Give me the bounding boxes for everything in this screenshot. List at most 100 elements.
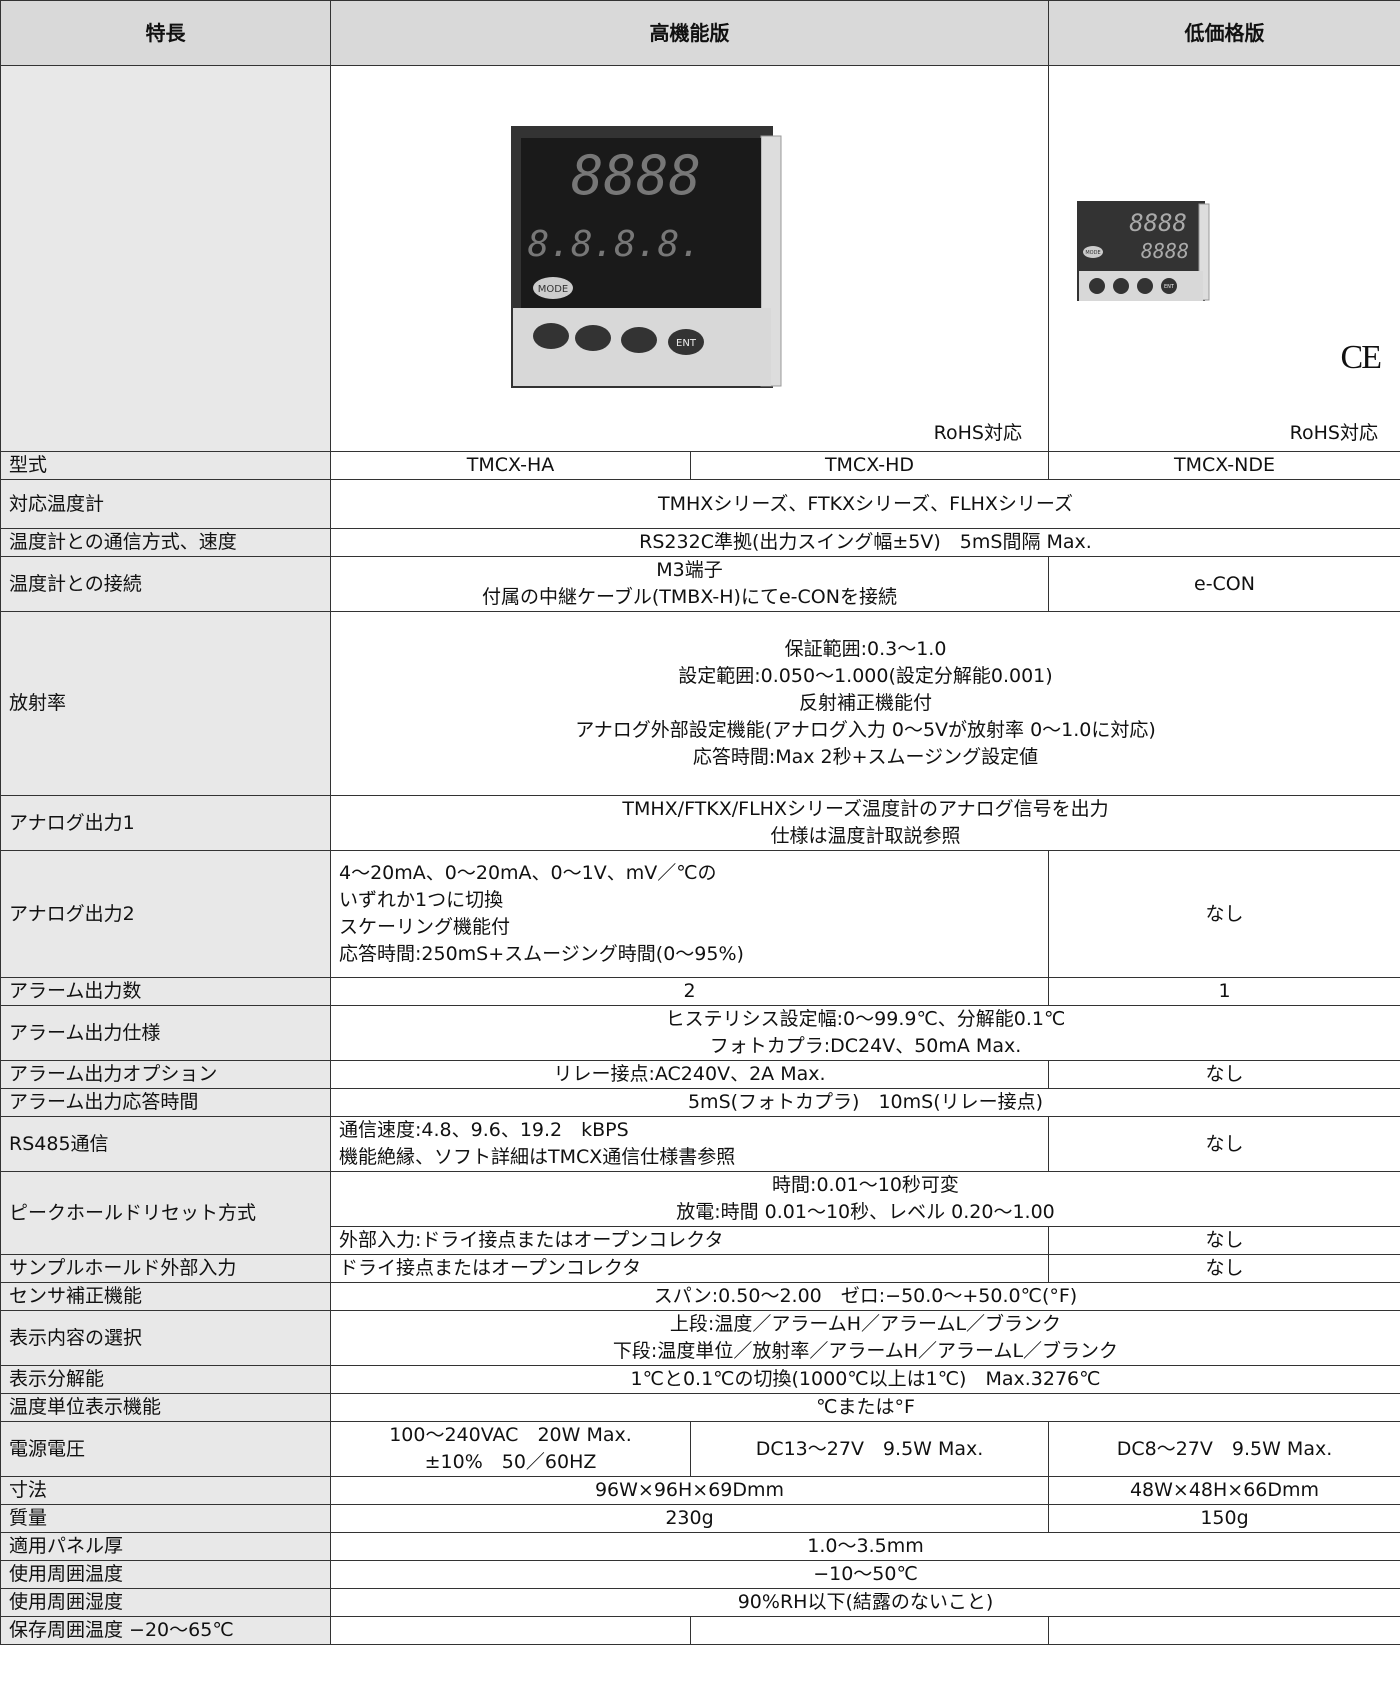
button bbox=[1137, 278, 1153, 294]
low-device-image: 8888 8888 MODE ENT bbox=[1077, 201, 1210, 301]
row-cell: 1 bbox=[1048, 977, 1400, 1006]
row-cell: −10〜50℃ bbox=[330, 1560, 1400, 1589]
button bbox=[1113, 278, 1129, 294]
button bbox=[1083, 246, 1103, 258]
table-row: アナログ出力2 4〜20mA、0〜20mA、0〜1V、mV／℃の いずれか1つに切… bbox=[0, 850, 1400, 978]
table-row: アラーム出力応答時間 5mS(フォトカプラ) 10mS(リレー接点) bbox=[0, 1088, 1400, 1117]
row-label: センサ補正機能 bbox=[0, 1282, 331, 1311]
row-cell: 96W×96H×69Dmm bbox=[330, 1476, 1049, 1505]
row-cell: ドライ接点またはオープンコレクタ bbox=[330, 1254, 1049, 1283]
row-cell: なし bbox=[1048, 1060, 1400, 1089]
row-label: 適用パネル厚 bbox=[0, 1532, 331, 1561]
table-row: 温度計との接続 M3端子 付属の中継ケーブル(TMBX-H)にてe-CONを接続 e… bbox=[0, 556, 1400, 612]
button bbox=[575, 325, 611, 351]
row-cell: ℃または°F bbox=[330, 1393, 1400, 1422]
table-row: 型式 TMCX-HA TMCX-HD TMCX-NDE bbox=[0, 451, 1400, 480]
row-cell: 48W×48H×66Dmm bbox=[1048, 1476, 1400, 1505]
table-row: アラーム出力オプション リレー接点:AC240V、2A Max. なし bbox=[0, 1060, 1400, 1089]
row-cell: リレー接点:AC240V、2A Max. bbox=[330, 1060, 1049, 1089]
table-row: 表示内容の選択 上段:温度／アラームH／アラームL／ブランク 下段:温度単位／放射… bbox=[0, 1310, 1400, 1366]
button bbox=[1089, 278, 1105, 294]
header-row: 特長 高機能版 低価格版 bbox=[0, 0, 1400, 66]
table-row: 保存周囲温度 −20〜65℃ bbox=[0, 1616, 1400, 1645]
row-cell: DC13〜27V 9.5W Max. bbox=[690, 1421, 1049, 1477]
table-row: 対応温度計 TMHXシリーズ、FTKXシリーズ、FLHXシリーズ bbox=[0, 479, 1400, 529]
row-cell: M3端子 付属の中継ケーブル(TMBX-H)にてe-CONを接続 bbox=[330, 556, 1049, 612]
button-label: MODE bbox=[538, 284, 569, 295]
ce-mark: CE bbox=[1340, 339, 1382, 376]
row-label: RS485通信 bbox=[0, 1116, 331, 1172]
row-label: 表示内容の選択 bbox=[0, 1310, 331, 1366]
empty-cell bbox=[0, 65, 331, 452]
row-cell: TMCX-HD bbox=[690, 451, 1049, 480]
table-row: センサ補正機能 スパン:0.50〜2.00 ゼロ:−50.0〜+50.0℃(°F) bbox=[0, 1282, 1400, 1311]
row-cell: TMCX-NDE bbox=[1048, 451, 1400, 480]
empty-cell bbox=[690, 1616, 1049, 1645]
table-row: 適用パネル厚 1.0〜3.5mm bbox=[0, 1532, 1400, 1561]
row-label: アラーム出力数 bbox=[0, 977, 331, 1006]
row-cell: 時間:0.01〜10秒可変 放電:時間 0.01〜10秒、レベル 0.20〜1.… bbox=[330, 1171, 1400, 1227]
row-label: 対応温度計 bbox=[0, 479, 331, 529]
button-label: ENT bbox=[1164, 284, 1175, 290]
row-cell: 150g bbox=[1048, 1504, 1400, 1533]
table-row: 寸法 96W×96H×69Dmm 48W×48H×66Dmm bbox=[0, 1476, 1400, 1505]
rohs-note: RoHS対応 bbox=[933, 422, 1022, 444]
header-cell: 高機能版 bbox=[330, 0, 1049, 66]
table-row: アナログ出力1 TMHX/FTKX/FLHXシリーズ温度計のアナログ信号を出力 仕… bbox=[0, 795, 1400, 851]
table-row: 質量 230g 150g bbox=[0, 1504, 1400, 1533]
row-cell: ヒステリシス設定幅:0〜99.9℃、分解能0.1℃ フォトカプラ:DC24V、5… bbox=[330, 1005, 1400, 1061]
table-row: 表示分解能 1℃と0.1℃の切換(1000℃以上は1℃) Max.3276℃ bbox=[0, 1365, 1400, 1394]
row-cell: なし bbox=[1048, 850, 1400, 978]
row-label: 電源電圧 bbox=[0, 1421, 331, 1477]
row-cell: なし bbox=[1048, 1226, 1400, 1255]
row-cell: 2 bbox=[330, 977, 1049, 1006]
table-row: 使用周囲湿度 90%RH以下(結露のないこと) bbox=[0, 1588, 1400, 1617]
image-cell: 8888 8888 MODE ENT CE RoHS対応 bbox=[1048, 65, 1400, 452]
row-label: 放射率 bbox=[0, 611, 331, 796]
table-row: 温度単位表示機能 ℃または°F bbox=[0, 1393, 1400, 1422]
row-label: 使用周囲温度 bbox=[0, 1560, 331, 1589]
row-cell: TMHX/FTKX/FLHXシリーズ温度計のアナログ信号を出力 仕様は温度計取説… bbox=[330, 795, 1400, 851]
row-label: 使用周囲湿度 bbox=[0, 1588, 331, 1617]
row-label: アナログ出力2 bbox=[0, 850, 331, 978]
empty-cell bbox=[1048, 1616, 1400, 1645]
display-digits: 8888 bbox=[1129, 209, 1187, 237]
row-label: 型式 bbox=[0, 451, 331, 480]
row-cell: 4〜20mA、0〜20mA、0〜1V、mV／℃の いずれか1つに切換 スケーリン… bbox=[330, 850, 1049, 978]
button-label: ENT bbox=[676, 338, 697, 349]
image-row: 8888 8.8.8.8. MODE ENT RoHS対応 8888 8888 … bbox=[0, 65, 1400, 452]
button bbox=[668, 329, 704, 355]
row-cell: スパン:0.50〜2.00 ゼロ:−50.0〜+50.0℃(°F) bbox=[330, 1282, 1400, 1311]
table-row: アラーム出力数 2 1 bbox=[0, 977, 1400, 1006]
row-cell: 5mS(フォトカプラ) 10mS(リレー接点) bbox=[330, 1088, 1400, 1117]
table-row: 放射率 保証範囲:0.3〜1.0 設定範囲:0.050〜1.000(設定分解能0.… bbox=[0, 611, 1400, 796]
spec-table: 特長 高機能版 低価格版 8888 8.8.8.8. MODE ENT RoHS… bbox=[0, 0, 1400, 1645]
row-cell: 保証範囲:0.3〜1.0 設定範囲:0.050〜1.000(設定分解能0.001… bbox=[330, 611, 1400, 796]
row-cell: 90%RH以下(結露のないこと) bbox=[330, 1588, 1400, 1617]
row-label: 寸法 bbox=[0, 1476, 331, 1505]
display-digits: 8888 bbox=[571, 144, 701, 207]
row-cell: e-CON bbox=[1048, 556, 1400, 612]
table-row: 外部入力:ドライ接点またはオープンコレクタ なし bbox=[1, 1226, 1400, 1255]
image-cell: 8888 8.8.8.8. MODE ENT RoHS対応 bbox=[330, 65, 1049, 452]
row-label: アラーム出力応答時間 bbox=[0, 1088, 331, 1117]
row-label: サンプルホールド外部入力 bbox=[0, 1254, 331, 1283]
row-label: アラーム出力オプション bbox=[0, 1060, 331, 1089]
table-row: 使用周囲温度 −10〜50℃ bbox=[0, 1560, 1400, 1589]
table-row: アラーム出力仕様 ヒステリシス設定幅:0〜99.9℃、分解能0.1℃ フォトカプラ… bbox=[0, 1005, 1400, 1061]
row-label: 温度計との通信方式、速度 bbox=[0, 528, 331, 557]
button bbox=[621, 327, 657, 353]
button-label: MODE bbox=[1085, 250, 1100, 256]
row-label: ピークホールドリセット方式 bbox=[0, 1171, 331, 1255]
row-cell: 230g bbox=[330, 1504, 1049, 1533]
row-cell: 1℃と0.1℃の切換(1000℃以上は1℃) Max.3276℃ bbox=[330, 1365, 1400, 1394]
row-cell: RS232C準拠(出力スイング幅±5V) 5mS間隔 Max. bbox=[330, 528, 1400, 557]
row-cell: DC8〜27V 9.5W Max. bbox=[1048, 1421, 1400, 1477]
row-cell: 上段:温度／アラームH／アラームL／ブランク 下段:温度単位／放射率／アラームH… bbox=[330, 1310, 1400, 1366]
table-row: RS485通信 通信速度:4.8、9.6、19.2 kBPS 機能絶縁、ソフト詳細… bbox=[0, 1116, 1400, 1172]
table-row: 電源電圧 100〜240VAC 20W Max. ±10% 50／60HZ DC13… bbox=[0, 1421, 1400, 1477]
row-label: アナログ出力1 bbox=[0, 795, 331, 851]
row-cell: 1.0〜3.5mm bbox=[330, 1532, 1400, 1561]
table-row: ピークホールドリセット方式 時間:0.01〜10秒可変 放電:時間 0.01〜10… bbox=[0, 1171, 1400, 1255]
row-cell: TMHXシリーズ、FTKXシリーズ、FLHXシリーズ bbox=[330, 479, 1400, 529]
